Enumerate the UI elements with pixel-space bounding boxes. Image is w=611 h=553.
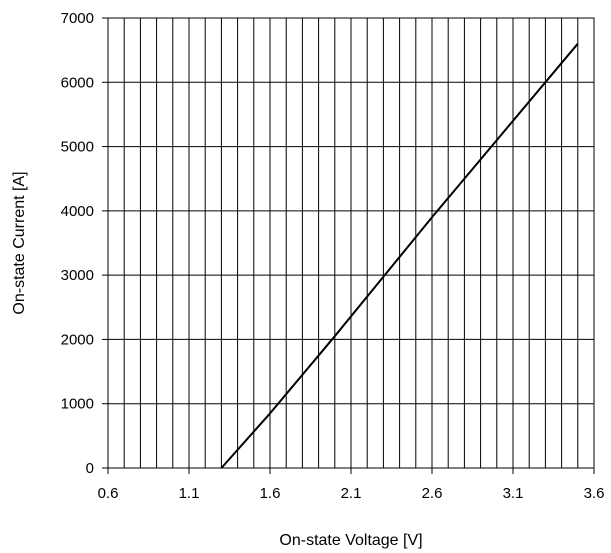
y-tick-label: 3000 (61, 267, 94, 284)
x-tick-label: 3.1 (503, 485, 524, 502)
x-tick-label: 3.6 (584, 485, 605, 502)
y-axis-label: On-state Current [A] (11, 171, 28, 314)
y-tick-label: 5000 (61, 139, 94, 156)
y-tick-label: 7000 (61, 10, 94, 27)
y-tick-label: 6000 (61, 74, 94, 91)
y-tick-label: 2000 (61, 331, 94, 348)
y-tick-label: 4000 (61, 203, 94, 220)
x-axis-label: On-state Voltage [V] (279, 532, 422, 549)
x-tick-label: 2.6 (422, 485, 443, 502)
x-tick-label: 1.6 (260, 485, 281, 502)
x-tick-label: 0.6 (98, 485, 119, 502)
series-line (220, 43, 579, 469)
y-tick-label: 1000 (61, 396, 94, 413)
y-tick-label: 0 (86, 460, 94, 477)
series-layer (220, 43, 579, 469)
x-tick-label: 1.1 (179, 485, 200, 502)
tick-labels: 0 1000 2000 3000 4000 5000 6000 7000 0.6 1.1 1.6 2.… (61, 10, 605, 502)
axis-ticks (102, 17, 595, 474)
x-tick-label: 2.1 (341, 485, 362, 502)
grid (108, 18, 594, 468)
